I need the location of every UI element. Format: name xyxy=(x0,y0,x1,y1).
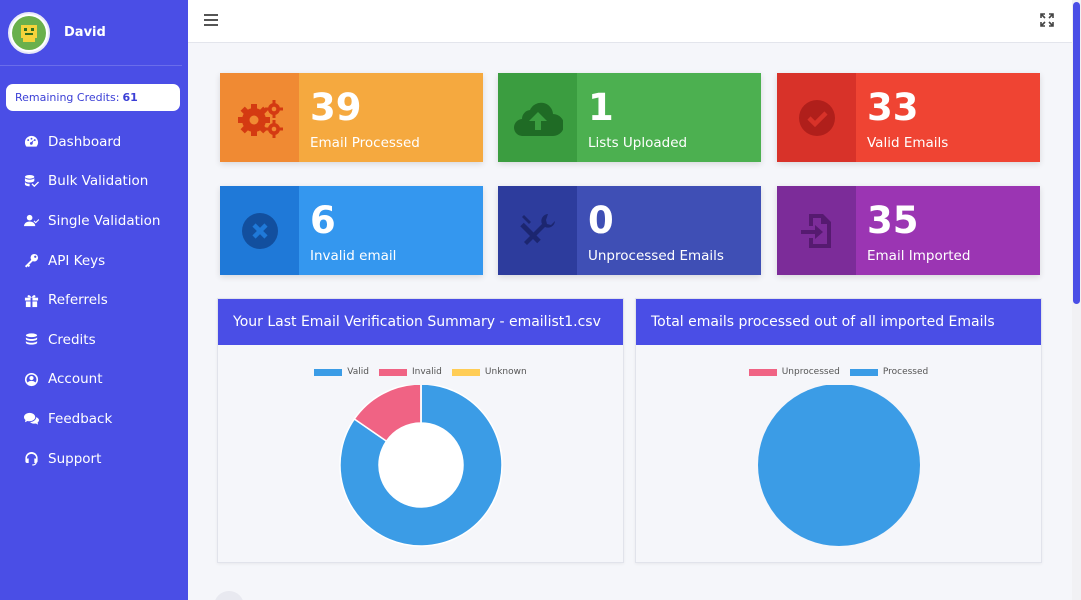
stat-icon-box xyxy=(498,186,577,275)
fullscreen-icon[interactable] xyxy=(1040,13,1054,27)
robot-avatar-icon xyxy=(12,15,46,50)
verification-summary-panel: Your Last Email Verification Summary - e… xyxy=(217,298,624,563)
slice-valid[interactable] xyxy=(339,385,503,547)
avatar[interactable] xyxy=(8,11,50,54)
comments-icon xyxy=(24,413,39,426)
cloud-upload-icon xyxy=(513,102,563,136)
stat-card-email-processed[interactable]: 39 Email Processed xyxy=(220,73,483,162)
legend-item-unprocessed[interactable]: Unprocessed xyxy=(748,367,840,377)
stat-label: Valid Emails xyxy=(867,135,949,151)
slice-processed[interactable] xyxy=(758,385,920,546)
key-icon xyxy=(24,254,39,268)
legend-item-valid[interactable]: Valid xyxy=(314,367,369,377)
gift-icon xyxy=(24,294,39,307)
stat-label: Email Imported xyxy=(867,248,971,264)
scrollbar-thumb[interactable] xyxy=(1073,2,1080,304)
stat-value: 35 xyxy=(867,199,919,242)
sidebar-nav: Dashboard Bulk Validation Single Validat… xyxy=(0,122,188,478)
sidebar-item-bulk-validation[interactable]: Bulk Validation xyxy=(0,162,188,202)
sidebar-item-label: Dashboard xyxy=(48,133,122,150)
stat-label: Invalid email xyxy=(310,248,397,264)
check-circle-icon xyxy=(798,99,835,136)
doughnut-hole xyxy=(379,423,463,507)
chart-legend: Valid Invalid Unknown xyxy=(218,367,623,377)
legend-item-unknown[interactable]: Unknown xyxy=(451,367,527,377)
legend-item-processed[interactable]: Processed xyxy=(849,367,929,377)
sidebar-item-label: Single Validation xyxy=(48,212,161,229)
stat-card-lists-uploaded[interactable]: 1 Lists Uploaded xyxy=(498,73,761,162)
menu-toggle-icon[interactable] xyxy=(204,14,218,26)
stat-card-unprocessed-emails[interactable]: 0 Unprocessed Emails xyxy=(498,186,761,275)
sidebar-item-label: Support xyxy=(48,450,102,467)
scroll-top-button[interactable] xyxy=(214,591,244,600)
chart-legend: Unprocessed Processed xyxy=(636,367,1041,377)
sidebar-item-feedback[interactable]: Feedback xyxy=(0,399,188,439)
sidebar-item-support[interactable]: Support xyxy=(0,439,188,479)
sidebar-item-label: Credits xyxy=(48,331,96,348)
legend-item-invalid[interactable]: Invalid xyxy=(378,367,442,377)
user-profile[interactable]: David xyxy=(0,0,182,66)
user-check-icon xyxy=(24,215,39,227)
stat-icon-box xyxy=(498,73,577,162)
top-bar xyxy=(188,0,1072,43)
gauge-icon xyxy=(24,136,39,147)
user-circle-icon xyxy=(24,372,39,386)
x-circle-icon xyxy=(241,212,278,249)
sidebar-item-api-keys[interactable]: API Keys xyxy=(0,241,188,281)
sidebar-item-label: Referrels xyxy=(48,292,108,309)
stat-icon-box xyxy=(220,186,299,275)
credits-label: Remaining Credits: xyxy=(15,91,120,104)
credits-value: 61 xyxy=(122,91,138,104)
panel-title: Your Last Email Verification Summary - e… xyxy=(218,299,623,345)
stat-value: 1 xyxy=(588,86,614,129)
sidebar-item-credits[interactable]: Credits xyxy=(0,320,188,360)
sidebar-item-label: Bulk Validation xyxy=(48,173,149,190)
slice-invalid[interactable] xyxy=(353,385,422,443)
processed-summary-panel: Total emails processed out of all import… xyxy=(635,298,1042,563)
sidebar-item-referrels[interactable]: Referrels xyxy=(0,280,188,320)
headset-icon xyxy=(25,451,38,466)
legend-label: Processed xyxy=(882,367,929,377)
sidebar-item-dashboard[interactable]: Dashboard xyxy=(0,122,188,162)
coins-icon xyxy=(25,333,38,345)
file-import-icon xyxy=(800,213,831,248)
sidebar-item-label: API Keys xyxy=(48,252,106,269)
sidebar: David Remaining Credits: 61 Dashboard Bu… xyxy=(0,0,188,600)
stat-card-invalid-email[interactable]: 6 Invalid email xyxy=(220,186,483,275)
stat-card-email-imported[interactable]: 35 Email Imported xyxy=(777,186,1040,275)
stat-label: Email Processed xyxy=(310,135,420,151)
stat-card-valid-emails[interactable]: 33 Valid Emails xyxy=(777,73,1040,162)
stat-icon-box xyxy=(777,73,856,162)
stat-label: Unprocessed Emails xyxy=(588,248,724,264)
stat-label: Lists Uploaded xyxy=(588,135,688,151)
verification-doughnut-chart xyxy=(339,385,503,547)
database-check-icon xyxy=(24,174,39,188)
username: David xyxy=(64,25,106,40)
legend-label: Invalid xyxy=(411,367,442,377)
sidebar-item-single-validation[interactable]: Single Validation xyxy=(0,201,188,241)
sidebar-item-label: Feedback xyxy=(48,410,113,427)
panel-title: Total emails processed out of all import… xyxy=(636,299,1041,345)
remaining-credits: Remaining Credits: 61 xyxy=(6,84,180,111)
legend-label: Valid xyxy=(347,367,369,377)
legend-label: Unprocessed xyxy=(781,367,840,377)
stat-value: 6 xyxy=(310,199,336,242)
processed-pie-chart xyxy=(758,385,920,546)
stat-value: 39 xyxy=(310,86,362,129)
sidebar-item-label: Account xyxy=(48,371,103,388)
stat-value: 33 xyxy=(867,86,919,129)
stat-icon-box xyxy=(220,73,299,162)
stat-icon-box xyxy=(777,186,856,275)
cogs-icon xyxy=(237,99,283,138)
stat-value: 0 xyxy=(588,199,614,242)
legend-label: Unknown xyxy=(484,367,527,377)
tools-icon xyxy=(519,213,555,245)
sidebar-item-account[interactable]: Account xyxy=(0,360,188,400)
